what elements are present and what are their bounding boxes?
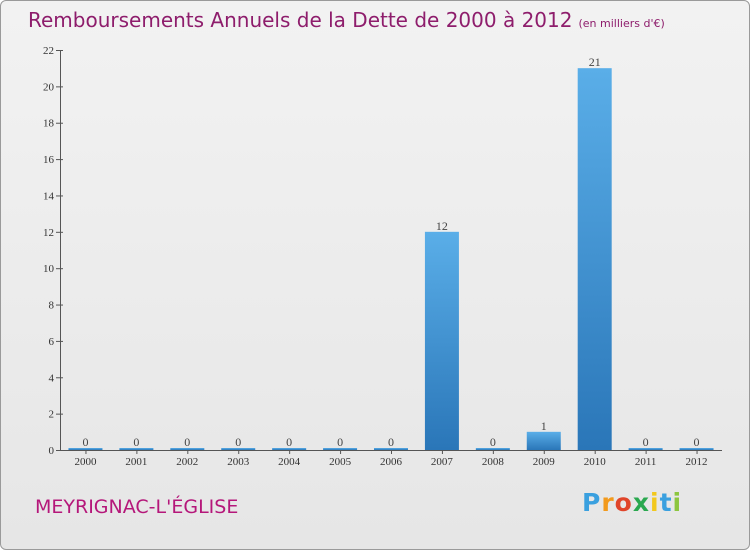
chart-title: Remboursements Annuels de la Dette de 20… [28, 8, 665, 32]
x-tick-label: 2007 [431, 456, 454, 468]
y-tick-label: 2 [49, 409, 55, 421]
value-label: 0 [337, 435, 343, 449]
y-tick-label: 6 [49, 336, 55, 348]
value-label: 0 [184, 435, 190, 449]
bar [68, 448, 103, 450]
bar [119, 448, 154, 450]
logo-letter: t [659, 488, 673, 517]
x-tick-label: 2011 [635, 456, 657, 468]
y-tick-label: 14 [43, 190, 55, 202]
y-tick-label: 22 [43, 45, 54, 57]
bar [323, 448, 358, 450]
x-tick-label: 2012 [686, 456, 708, 468]
logo-letter: P [582, 488, 602, 517]
value-label: 0 [490, 435, 496, 449]
x-tick-label: 2010 [584, 456, 607, 468]
labels-group: 2000 0 2001 0 2002 0 2003 0 2004 0 2005 0 2006 0 2007 1… [74, 55, 707, 468]
value-label: 0 [235, 435, 241, 449]
logo-letter: r [601, 488, 615, 517]
bar [577, 68, 612, 450]
logo-letter: i [672, 488, 683, 517]
chart-title-text: Remboursements Annuels de la Dette de 20… [28, 8, 573, 32]
town-name: MEYRIGNAC-L'ÉGLISE [35, 496, 239, 518]
bar [221, 448, 256, 450]
value-label: 1 [541, 419, 547, 433]
bar [170, 448, 205, 450]
y-tick-label: 0 [49, 445, 55, 457]
logo-letter: x [632, 488, 650, 517]
bar [424, 231, 459, 450]
x-tick-label: 2004 [278, 456, 301, 468]
x-tick-label: 2005 [329, 456, 352, 468]
y-tick-label: 10 [43, 263, 55, 275]
x-tick-label: 2001 [125, 456, 147, 468]
value-label: 0 [133, 435, 139, 449]
logo-letter: o [614, 488, 633, 517]
logo-letter: i [650, 488, 660, 517]
x-tick-label: 2008 [482, 456, 505, 468]
y-tick-label: 4 [49, 372, 55, 384]
value-label: 0 [643, 435, 649, 449]
y-tick-label: 16 [43, 154, 55, 166]
bar [272, 448, 307, 450]
x-tick-label: 2000 [74, 456, 97, 468]
x-tick-label: 2006 [380, 456, 403, 468]
y-tick-label: 8 [49, 300, 55, 312]
bar [475, 448, 510, 450]
value-label: 21 [589, 55, 601, 69]
y-tick-label: 20 [43, 81, 55, 93]
value-label: 12 [436, 219, 448, 233]
bar [526, 431, 561, 450]
value-label: 0 [286, 435, 292, 449]
value-label: 0 [388, 435, 394, 449]
x-tick-label: 2009 [533, 456, 556, 468]
bar [374, 448, 408, 450]
y-tick-label: 18 [43, 118, 55, 130]
chart-subtitle: (en milliers d'€) [578, 17, 665, 30]
y-tick-label: 12 [43, 227, 54, 239]
x-tick-label: 2003 [227, 456, 250, 468]
value-label: 0 [82, 435, 88, 449]
bars-group [68, 68, 714, 450]
bar [679, 448, 714, 450]
bar [628, 448, 663, 450]
proxiti-logo: Proxiti [582, 488, 682, 517]
value-label: 0 [694, 435, 700, 449]
x-tick-label: 2002 [176, 456, 198, 468]
